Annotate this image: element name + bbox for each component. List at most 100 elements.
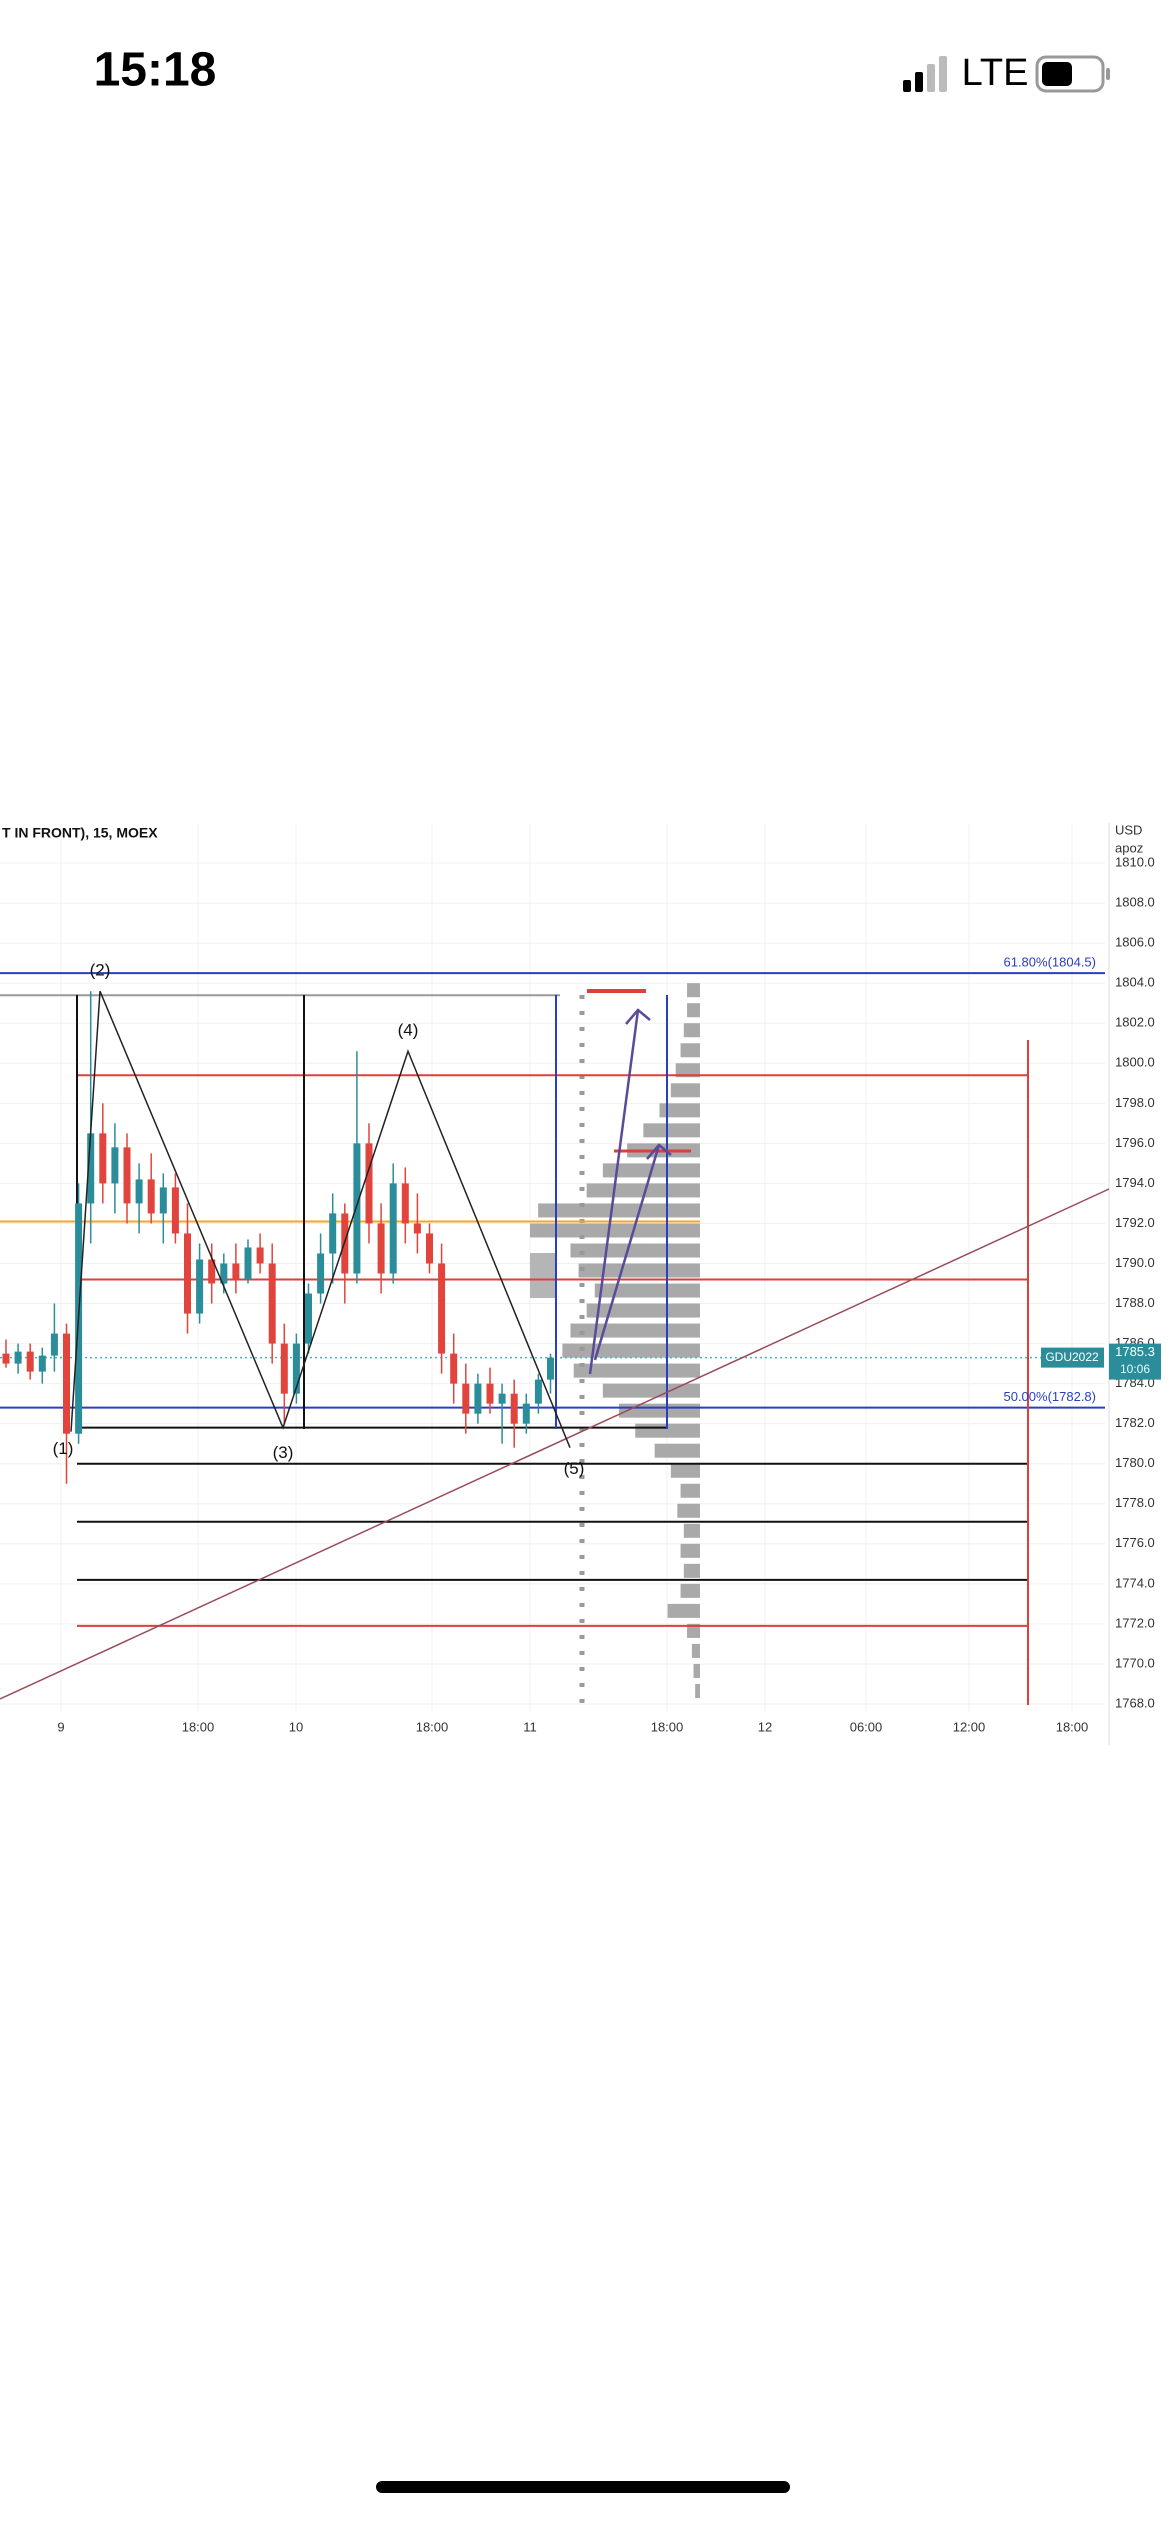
y-tick-label: 1794.0 [1115, 1175, 1155, 1190]
candle-body [510, 1393, 518, 1424]
x-tick-label: 18:00 [416, 1719, 449, 1734]
y-tick-label: 1782.0 [1115, 1415, 1155, 1430]
x-tick-label: 18:00 [651, 1719, 684, 1734]
y-tick-label: 1792.0 [1115, 1215, 1155, 1230]
candle-body [87, 1133, 95, 1204]
candle-body [522, 1403, 530, 1424]
candle-body [232, 1263, 240, 1280]
candle-body [208, 1259, 216, 1284]
volume-bar [530, 1223, 700, 1238]
candle-body [438, 1263, 446, 1354]
trend-line [0, 1188, 1110, 1700]
volume-bar [570, 1243, 700, 1258]
volume-bar [683, 1523, 700, 1538]
candle-body [353, 1143, 361, 1274]
y-tick-label: 1774.0 [1115, 1575, 1155, 1590]
wave-line [70, 990, 571, 1448]
currency-label: USD [1115, 822, 1142, 837]
y-tick-label: 1798.0 [1115, 1095, 1155, 1110]
candle-body [401, 1183, 409, 1224]
candle-body [50, 1333, 58, 1356]
candle-body [365, 1143, 373, 1224]
volume-bar [693, 1663, 700, 1678]
candle-body [329, 1213, 337, 1254]
volume-bar [687, 1003, 700, 1018]
old-profile-block [530, 1253, 556, 1298]
volume-bar [691, 1643, 700, 1658]
candle-body [413, 1223, 421, 1234]
volume-bar [680, 1583, 700, 1598]
wave-label: (1) [53, 1439, 74, 1458]
battery-icon [1035, 55, 1110, 93]
x-tick-label: 18:00 [182, 1719, 215, 1734]
volume-bar [687, 1623, 700, 1638]
y-tick-label: 1808.0 [1115, 895, 1155, 910]
candle-body [389, 1183, 397, 1274]
y-tick-label: 1804.0 [1115, 975, 1155, 990]
y-tick-label: 1800.0 [1115, 1055, 1155, 1070]
wave-label: (4) [398, 1021, 419, 1040]
x-tick-label: 10 [289, 1719, 303, 1734]
volume-bar [680, 1483, 700, 1498]
network-label: LTE [962, 52, 1029, 94]
volume-bar [675, 1063, 700, 1078]
candle-body [26, 1351, 34, 1372]
volume-bar [677, 1503, 700, 1518]
y-tick-label: 1768.0 [1115, 1695, 1155, 1710]
volume-bar [680, 1543, 700, 1558]
arrow-head [646, 1143, 672, 1160]
fib-label: 61.80%(1804.5) [1003, 955, 1096, 970]
symbol-label: GDU2022 [1045, 1350, 1099, 1364]
volume-bar [680, 1043, 700, 1058]
y-tick-label: 1802.0 [1115, 1015, 1155, 1030]
volume-bar [687, 983, 700, 998]
y-tick-label: 1790.0 [1115, 1255, 1155, 1270]
volume-bar [654, 1443, 700, 1458]
volume-bar [573, 1363, 700, 1378]
price-label: 1785.3 [1115, 1344, 1155, 1359]
candle-body [498, 1393, 506, 1404]
candle-body [280, 1343, 288, 1394]
volume-bar [667, 1603, 700, 1618]
candle-body [317, 1253, 325, 1294]
volume-bar [659, 1103, 700, 1118]
x-tick-label: 11 [523, 1719, 537, 1734]
candle-body [159, 1187, 167, 1214]
candle-body [305, 1293, 312, 1344]
signal-icon [903, 56, 947, 92]
y-tick-label: 1796.0 [1115, 1135, 1155, 1150]
candle-body [63, 1333, 70, 1434]
price-tag [1109, 1343, 1161, 1380]
candle-body [111, 1147, 119, 1184]
volume-bar [683, 1023, 700, 1038]
volume-bar [695, 1683, 700, 1698]
status-time: 15:18 [94, 44, 217, 97]
volume-bar [586, 1303, 700, 1318]
candle-body [2, 1353, 10, 1364]
volume-bar [602, 1383, 700, 1398]
x-tick-label: 12 [758, 1719, 772, 1734]
volume-bar [570, 1323, 700, 1338]
candle-body [474, 1383, 482, 1414]
home-indicator [376, 2481, 790, 2493]
candle-body [244, 1247, 252, 1280]
candle-body [534, 1379, 542, 1404]
candle-body [135, 1179, 143, 1204]
unit-label: apoz [1115, 840, 1143, 855]
volume-bar [643, 1123, 700, 1138]
symbol-tag [1041, 1347, 1104, 1368]
candle-body [220, 1263, 228, 1284]
candle-body [196, 1259, 204, 1314]
candle-body [450, 1353, 458, 1384]
arrow-head [625, 1008, 651, 1025]
candle-body [462, 1383, 470, 1414]
chart-title: T IN FRONT), 15, MOEX [2, 825, 158, 841]
candle-body [268, 1263, 276, 1344]
wave-label: (2) [90, 961, 111, 980]
forecast-arrow [588, 1009, 640, 1375]
timer-label: 10:06 [1120, 1362, 1150, 1376]
candle-body [171, 1187, 179, 1234]
candle-body [184, 1233, 191, 1314]
wave-label: (5) [564, 1459, 585, 1478]
